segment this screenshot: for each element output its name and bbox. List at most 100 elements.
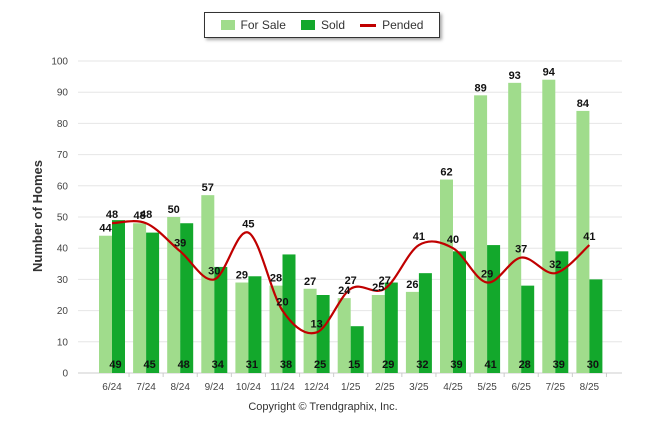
for-sale-value-label: 94 — [543, 67, 556, 79]
for-sale-swatch — [220, 20, 235, 30]
legend-label-pended: Pended — [382, 18, 424, 32]
for-sale-value-label: 26 — [406, 279, 418, 291]
sold-bar — [112, 220, 125, 373]
x-tick-label: 11/24 — [270, 382, 295, 393]
for-sale-value-label: 93 — [509, 70, 521, 82]
y-axis-ticks: 0 10 20 30 40 50 60 70 80 90 100 — [51, 57, 68, 380]
for-sale-value-label: 24 — [338, 285, 351, 297]
x-tick-label: 9/24 — [205, 382, 225, 393]
pended-value-label: 27 — [345, 275, 357, 287]
for-sale-value-label: 62 — [440, 167, 452, 179]
legend-item-sold[interactable]: Sold — [300, 18, 345, 32]
pended-value-label: 48 — [106, 209, 118, 221]
y-tick-label: 30 — [57, 275, 69, 286]
legend-label-for-sale: For Sale — [240, 18, 286, 32]
sold-value-label: 30 — [587, 359, 599, 371]
sold-swatch — [300, 20, 315, 30]
legend-item-pended[interactable]: Pended — [360, 18, 423, 32]
sold-bar — [521, 285, 535, 373]
sold-value-label: 15 — [348, 359, 360, 371]
for-sale-bar — [405, 291, 419, 373]
sold-bar — [248, 276, 262, 373]
for-sale-bar — [474, 95, 488, 373]
sold-value-label: 41 — [484, 359, 496, 371]
sold-value-label: 29 — [382, 359, 394, 371]
x-tick-label: 12/24 — [304, 382, 329, 393]
x-tick-label: 4/25 — [443, 382, 463, 393]
y-tick-label: 80 — [57, 119, 69, 130]
x-tick-label: 8/25 — [580, 382, 600, 393]
for-sale-value-label: 89 — [474, 82, 486, 94]
y-axis-title: Number of Homes — [30, 160, 45, 272]
sold-bar — [146, 232, 160, 373]
sold-bar — [316, 295, 330, 373]
for-sale-bar — [371, 295, 385, 373]
for-sale-bars — [99, 79, 590, 374]
for-sale-bar — [542, 79, 556, 373]
x-tick-label: 1/25 — [341, 382, 361, 393]
for-sale-value-label: 28 — [270, 273, 282, 285]
pended-value-label: 39 — [174, 237, 186, 249]
x-tick-label: 5/25 — [477, 382, 497, 393]
x-tick-label: 7/24 — [136, 382, 156, 393]
pended-value-label: 27 — [379, 275, 391, 287]
pended-value-label: 45 — [242, 219, 254, 231]
pended-value-label: 29 — [481, 269, 493, 281]
sold-bar — [214, 266, 228, 373]
for-sale-value-label: 48 — [133, 210, 145, 222]
for-sale-bar — [269, 285, 283, 373]
pended-line — [111, 220, 591, 335]
sold-value-label: 49 — [109, 359, 121, 371]
y-tick-label: 40 — [57, 244, 69, 255]
for-sale-bar — [337, 298, 351, 373]
sold-value-label: 32 — [416, 359, 428, 371]
x-axis-ticks: 6/24 7/24 8/24 9/24 10/24 11/24 12/24 1/25 2/25 3… — [102, 382, 599, 393]
legend-label-sold: Sold — [320, 18, 345, 32]
sold-bar — [487, 245, 501, 373]
y-tick-label: 70 — [57, 150, 69, 161]
y-tick-label: 100 — [51, 57, 68, 68]
sold-value-label: 25 — [314, 359, 326, 371]
for-sale-bar — [303, 288, 317, 373]
pended-swatch — [360, 23, 377, 27]
pended-series-line — [111, 220, 591, 335]
legend-item-for-sale[interactable]: For Sale — [220, 18, 286, 32]
sold-value-label: 48 — [178, 359, 190, 371]
sold-value-label: 38 — [280, 359, 292, 371]
x-tick-label: 6/25 — [511, 382, 531, 393]
pended-value-label: 41 — [413, 231, 425, 243]
for-sale-value-label: 27 — [304, 276, 316, 288]
copyright-credit: Copyright © Trendgraphix, Inc. — [248, 401, 398, 413]
pended-value-label: 40 — [447, 234, 459, 246]
pended-value-label: 13 — [310, 318, 322, 330]
pended-value-label: 48 — [140, 209, 152, 221]
sold-value-label: 31 — [246, 359, 258, 371]
for-sale-value-label: 50 — [168, 204, 180, 216]
y-tick-label: 10 — [57, 337, 69, 348]
y-tick-label: 0 — [62, 369, 68, 380]
for-sale-bar — [440, 179, 453, 373]
x-tick-label: 7/25 — [546, 382, 566, 393]
sold-bar — [384, 282, 398, 373]
data-labels: 4448494848455039485730342945312820382713… — [99, 67, 599, 371]
sold-bar — [589, 279, 603, 373]
x-tick-label: 8/24 — [170, 382, 190, 393]
sold-value-label: 28 — [519, 359, 531, 371]
for-sale-value-label: 25 — [372, 282, 384, 294]
pended-value-label: 20 — [276, 297, 288, 309]
legend: For Sale Sold Pended — [204, 12, 440, 38]
for-sale-bar — [167, 217, 181, 373]
sold-value-label: 39 — [450, 359, 462, 371]
for-sale-value-label: 57 — [202, 182, 214, 194]
for-sale-value-label: 29 — [236, 270, 248, 282]
y-tick-label: 90 — [57, 88, 69, 99]
x-tick-label: 10/24 — [236, 382, 261, 393]
pended-value-label: 30 — [208, 265, 220, 277]
for-sale-bar — [99, 235, 112, 373]
x-tick-label: 2/25 — [375, 382, 395, 393]
for-sale-bar — [508, 82, 522, 373]
x-tick-label: 3/25 — [409, 382, 429, 393]
sold-bar — [418, 273, 432, 373]
sold-value-label: 45 — [143, 359, 155, 371]
y-tick-label: 60 — [57, 181, 69, 192]
